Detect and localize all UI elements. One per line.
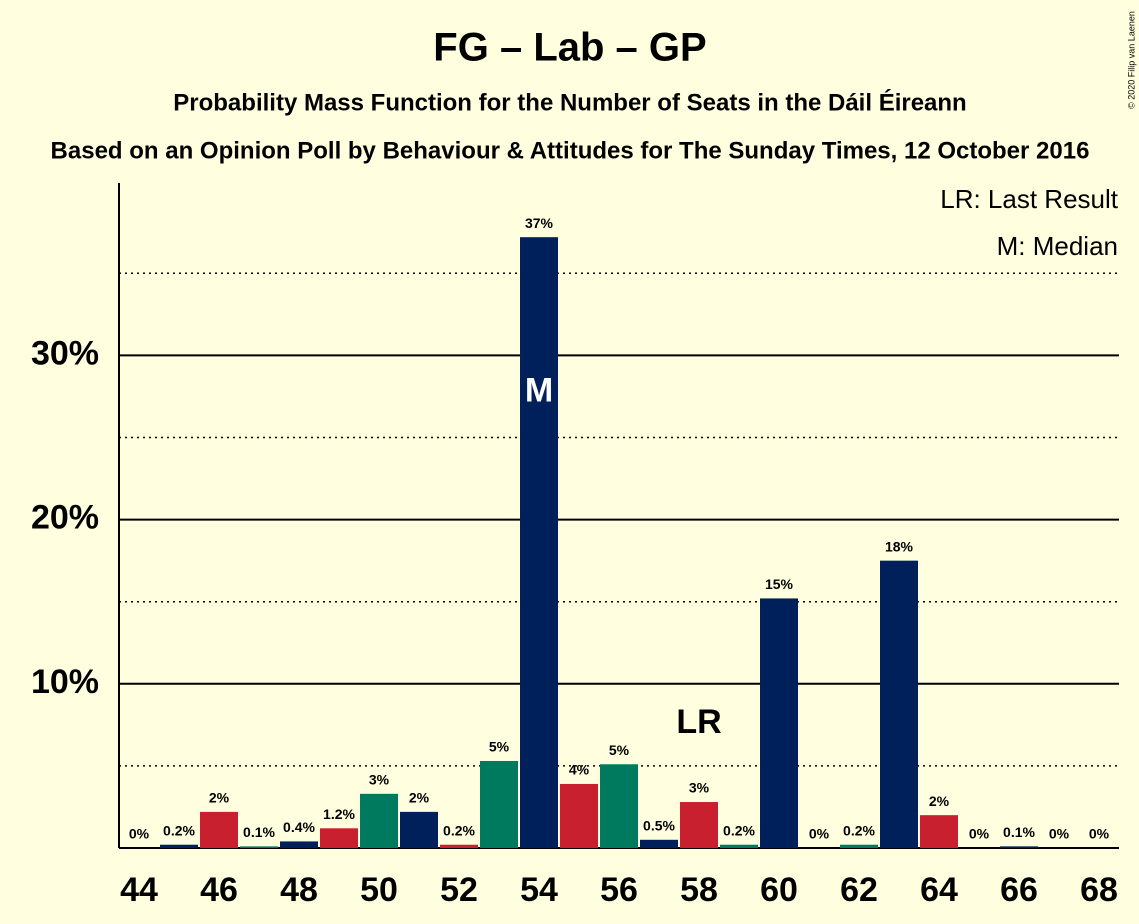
chart-subtitle: Probability Mass Function for the Number… <box>173 88 966 116</box>
bar <box>200 811 238 848</box>
x-tick-label: 66 <box>1000 871 1038 909</box>
data-label: 2% <box>409 790 430 806</box>
data-label: 2% <box>209 790 230 806</box>
data-label: 0% <box>129 826 150 842</box>
data-label: 0.5% <box>643 817 675 833</box>
data-label: 5% <box>489 739 510 755</box>
x-tick-label: 56 <box>600 871 638 909</box>
chart-subtitle: Based on an Opinion Poll by Behaviour & … <box>51 137 1090 164</box>
data-label: 0% <box>809 826 830 842</box>
data-label: 15% <box>765 576 794 592</box>
data-label: 3% <box>689 780 710 796</box>
annotation: M <box>525 372 553 410</box>
bar <box>1000 846 1038 848</box>
bar <box>480 760 518 848</box>
x-tick-label: 54 <box>520 871 558 909</box>
y-tick-label: 20% <box>31 499 99 537</box>
x-tick-label: 68 <box>1080 871 1118 909</box>
data-label: 0% <box>969 826 990 842</box>
data-label: 0.4% <box>283 819 315 835</box>
bar <box>160 844 198 848</box>
data-label: 0% <box>1049 826 1070 842</box>
bar <box>400 811 438 848</box>
x-tick-label: 52 <box>440 871 478 909</box>
data-label: 0.1% <box>1003 824 1035 840</box>
data-label: 3% <box>369 772 390 788</box>
data-label: 2% <box>929 793 950 809</box>
bar <box>760 598 798 848</box>
data-label: 0.2% <box>843 822 875 838</box>
bar <box>560 783 598 848</box>
data-label: 0.2% <box>163 822 195 838</box>
x-tick-label: 62 <box>840 871 878 909</box>
x-tick-label: 64 <box>920 871 958 909</box>
data-label: 37% <box>525 215 554 231</box>
bar <box>640 839 678 848</box>
x-tick-label: 48 <box>280 871 318 909</box>
bar <box>280 841 318 848</box>
y-tick-label: 10% <box>31 663 99 701</box>
x-tick-label: 50 <box>360 871 398 909</box>
bar <box>720 844 758 848</box>
data-label: 0.1% <box>243 824 275 840</box>
x-tick-label: 58 <box>680 871 718 909</box>
copyright: © 2020 Filip van Laenen <box>1126 11 1136 109</box>
bar <box>320 828 358 848</box>
bar <box>240 846 278 848</box>
y-tick-label: 30% <box>31 334 99 372</box>
bar <box>360 793 398 848</box>
legend-entry: LR: Last Result <box>940 184 1119 214</box>
bar <box>440 844 478 848</box>
x-tick-label: 60 <box>760 871 798 909</box>
data-label: 18% <box>885 538 914 554</box>
data-label: 4% <box>569 762 590 778</box>
data-label: 0.2% <box>723 822 755 838</box>
annotation: LR <box>676 703 721 741</box>
bar <box>920 815 958 848</box>
bar <box>600 764 638 848</box>
data-label: 5% <box>609 742 630 758</box>
bar <box>880 560 918 848</box>
data-label: 0% <box>1089 826 1110 842</box>
x-tick-label: 46 <box>200 871 238 909</box>
legend-entry: M: Median <box>997 231 1118 261</box>
bar <box>840 844 878 848</box>
data-label: 1.2% <box>323 806 355 822</box>
data-label: 0.2% <box>443 822 475 838</box>
chart-title: FG – Lab – GP <box>433 26 706 70</box>
x-tick-label: 44 <box>120 871 158 909</box>
bar <box>520 237 558 848</box>
bar <box>680 802 718 848</box>
